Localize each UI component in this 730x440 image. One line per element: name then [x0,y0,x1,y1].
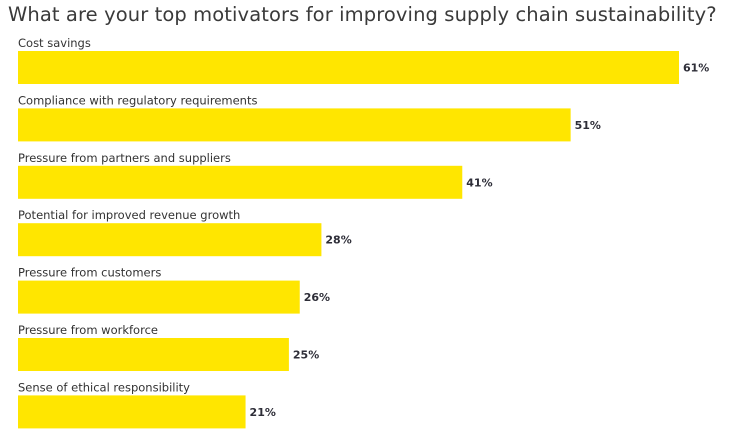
value-label: 21% [250,406,276,419]
value-label: 51% [575,119,601,132]
bar [18,338,289,371]
category-label: Pressure from partners and suppliers [18,151,231,165]
category-label: Pressure from customers [18,266,161,280]
bar [18,51,679,84]
bar [18,108,571,142]
category-label: Potential for improved revenue growth [18,208,240,222]
category-label: Compliance with regulatory requirements [18,93,257,107]
category-label: Cost savings [18,36,91,50]
category-label: Pressure from workforce [18,323,158,337]
bar [18,165,463,199]
category-label: Sense of ethical responsibility [18,380,190,394]
bar [18,280,300,314]
bar [18,223,322,257]
value-label: 61% [683,62,709,75]
value-label: 26% [304,291,330,304]
bar [18,395,246,429]
value-label: 41% [466,176,492,189]
chart-title: What are your top motivators for improvi… [8,3,717,26]
value-label: 25% [293,349,319,362]
value-label: 28% [325,234,351,247]
